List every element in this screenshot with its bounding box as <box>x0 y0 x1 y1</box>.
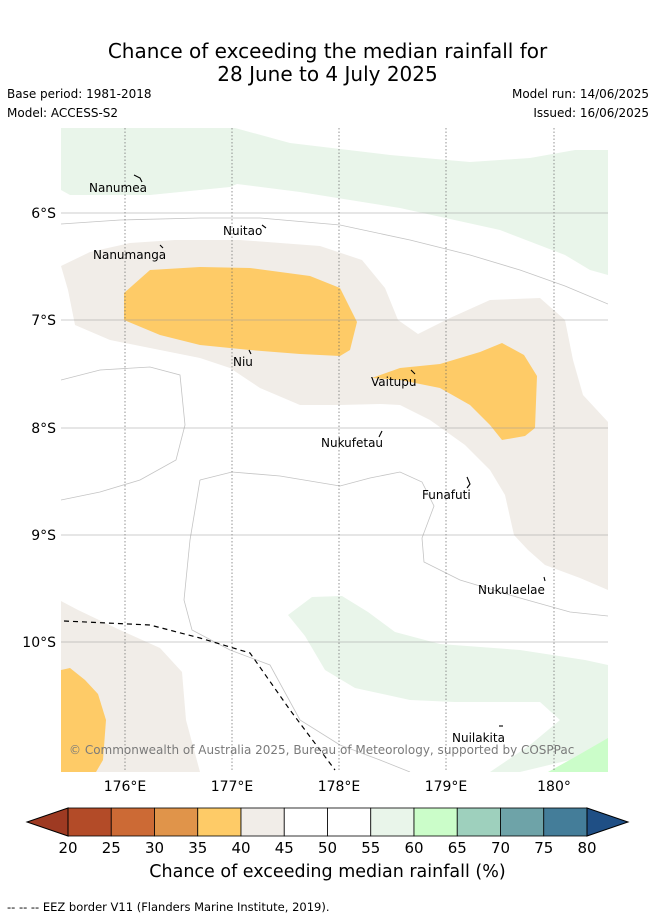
lon-gridlines <box>124 128 555 772</box>
colorbar-tick-label: 60 <box>404 839 423 857</box>
place-nukulaelae: Nukulaelae <box>478 583 545 597</box>
eez-border <box>63 620 336 771</box>
title-line-1: Chance of exceeding the median rainfall … <box>107 39 548 63</box>
colorbar-tick-label: 55 <box>361 839 380 857</box>
place-niu: Niu <box>233 355 253 369</box>
lat-label-8s: 8°S <box>31 421 56 437</box>
colorbar-tick-label: 75 <box>534 839 553 857</box>
zone-60-65-southeast <box>548 738 608 772</box>
colorbar-tick-label: 25 <box>102 839 121 857</box>
model-run-text: Model run: 14/06/2025 <box>511 87 649 101</box>
colorbar-tick-label: 20 <box>58 839 77 857</box>
colorbar-box <box>197 807 242 837</box>
colorbar-boxes <box>67 807 588 837</box>
place-nukufetau: Nukufetau <box>321 436 383 450</box>
eez-border-legend: -- -- -- EEZ border V11 (Flanders Marine… <box>7 900 330 914</box>
lat-label-9s: 9°S <box>31 528 56 544</box>
lon-label-176e: 176°E <box>104 779 147 795</box>
place-funafuti: Funafuti <box>422 488 471 502</box>
place-nuitao: Nuitao <box>223 224 262 238</box>
colorbar-tick-label: 80 <box>577 839 596 857</box>
rainfall-map: Nanumea Nuitao Nanumanga Niu Vaitupu Nuk… <box>22 128 608 795</box>
colorbar-box <box>543 807 588 837</box>
lat-label-6s: 6°S <box>31 206 56 222</box>
copyright-notice: © Commonwealth of Australia 2025, Bureau… <box>69 743 574 757</box>
colorbar-high-extension <box>586 807 630 837</box>
colorbar-box <box>456 807 501 837</box>
contour-lines <box>61 217 608 772</box>
lon-label-179e: 179°E <box>425 779 468 795</box>
colorbar-box <box>500 807 545 837</box>
lat-gridlines <box>61 212 608 643</box>
colorbar-box <box>413 807 458 837</box>
colorbar-box <box>370 807 415 837</box>
title-line-2: 28 June to 4 July 2025 <box>217 62 438 86</box>
colorbar-tick-label: 40 <box>231 839 250 857</box>
colorbar-label: Chance of exceeding median rainfall (%) <box>149 862 506 882</box>
colorbar-box <box>283 807 328 837</box>
model-text: Model: ACCESS-S2 <box>7 106 119 120</box>
colorbar-tick-label: 70 <box>491 839 510 857</box>
issued-text: Issued: 16/06/2025 <box>533 106 649 120</box>
lat-label-10s: 10°S <box>22 635 56 651</box>
zone-35-40-east <box>372 343 537 440</box>
place-nanumea: Nanumea <box>89 181 147 195</box>
map-fill-layer <box>61 128 608 772</box>
place-nanumanga: Nanumanga <box>93 248 166 262</box>
colorbar-box <box>240 807 285 837</box>
colorbar-box <box>154 807 199 837</box>
chart-title: Chance of exceeding the median rainfall … <box>0 40 655 86</box>
lon-label-178e: 178°E <box>318 779 361 795</box>
colorbar-box <box>327 807 372 837</box>
colorbar-tick-label: 50 <box>318 839 337 857</box>
zone-35-40-southwest <box>61 668 106 772</box>
colorbar-box <box>110 807 155 837</box>
island-shapes <box>133 174 546 727</box>
place-vaitupu: Vaitupu <box>371 375 417 389</box>
zone-55-60-north <box>61 128 608 275</box>
place-nuilakita: Nuilakita <box>452 731 505 745</box>
colorbar-low-extension <box>25 807 69 837</box>
zone-35-40-west <box>124 267 357 356</box>
colorbar-tick-label: 45 <box>275 839 294 857</box>
colorbar-tick-label: 65 <box>448 839 467 857</box>
zone-55-60-south <box>288 596 608 772</box>
lon-label-180: 180° <box>537 779 571 795</box>
lat-label-7s: 7°S <box>31 313 56 329</box>
colorbar-tick-label: 35 <box>188 839 207 857</box>
colorbar-box <box>67 807 112 837</box>
lon-label-177e: 177°E <box>211 779 254 795</box>
base-period-text: Base period: 1981-2018 <box>7 87 152 101</box>
colorbar-ticks: 20 25 30 35 40 45 50 55 60 65 70 75 80 <box>58 839 596 857</box>
colorbar-tick-label: 30 <box>145 839 164 857</box>
